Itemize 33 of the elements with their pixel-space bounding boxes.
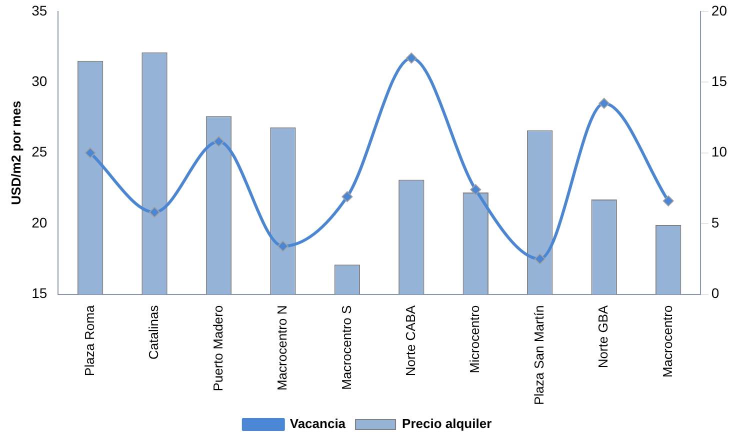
legend-label: Precio alquiler [402,416,492,432]
legend-label: Vacancia [290,416,346,432]
point [84,147,96,158]
x-tick-label: Macrocentro N [274,305,290,391]
x-tick-label: Norte GBA [596,304,611,368]
y-tick-label: 25 [32,144,48,160]
y2-tick-label: 15 [711,72,728,89]
x-tick-label: Norte CABA [402,304,418,376]
point [534,253,546,264]
point [213,136,224,148]
x-tick-label: Catalinas [146,304,162,360]
x-tick-label: Plaza Roma [82,304,97,376]
y2-tick-label: 10 [711,144,728,160]
x-tick-label: Plaza San Martín [531,305,546,406]
y2-tick-label: 5 [711,214,720,230]
point [149,206,160,218]
point [342,191,353,202]
x-tick-label: Microcentro [467,305,482,374]
y2-tick-label: 20 [711,2,728,18]
y2-tick-label: 0 [711,285,720,302]
y-tick-label: 15 [32,285,48,302]
point [277,240,288,252]
y-tick-label: 20 [32,214,48,230]
x-tick-label: Macrocentro S [338,304,354,390]
point [662,195,674,206]
point [598,98,610,109]
point [470,184,482,196]
x-tick-label: Macrocentro [660,305,675,378]
y-tick-label: 30 [32,72,48,89]
x-tick-label: Puerto Madero [210,305,226,392]
y-tick-label: 35 [32,2,48,18]
point [406,52,417,64]
y-axis-title: USD/m2 por mes [8,100,24,205]
